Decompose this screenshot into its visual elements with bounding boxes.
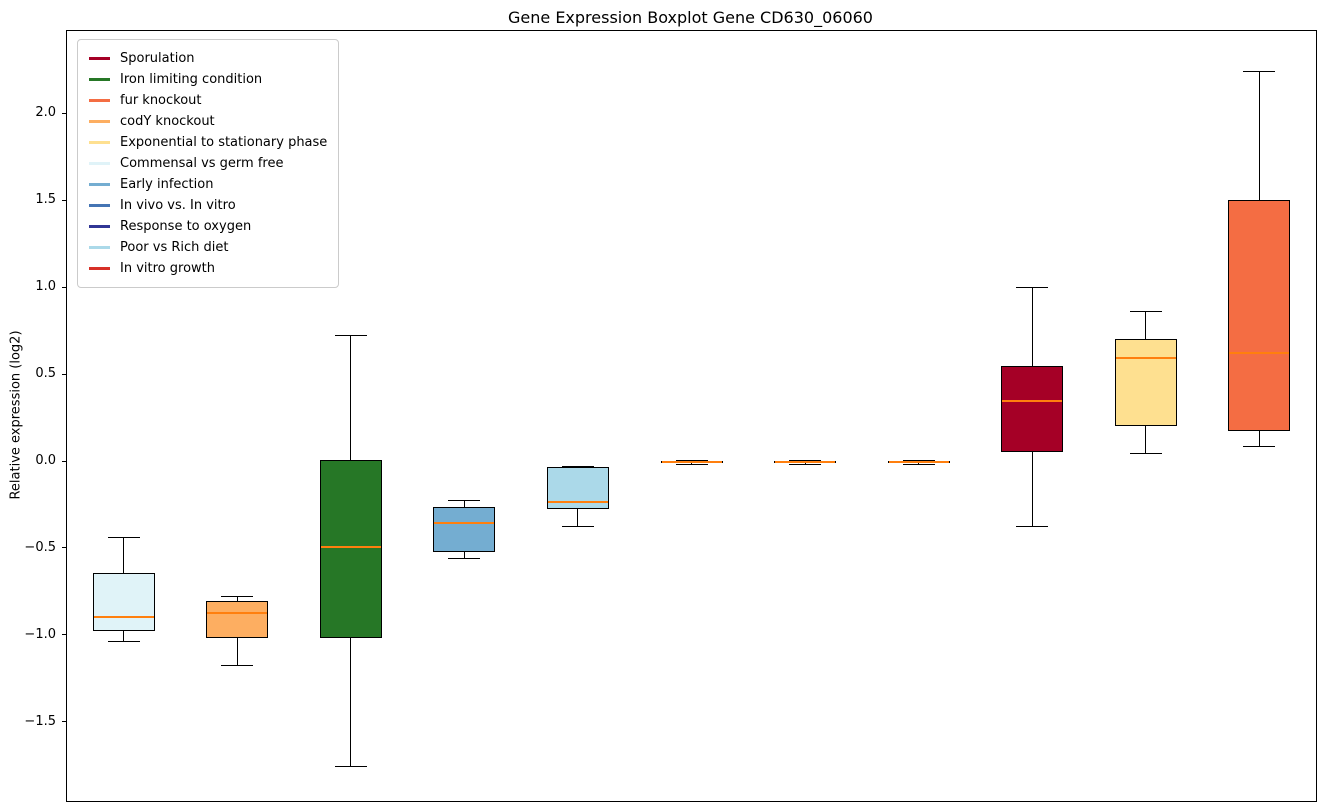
median-line-early-infection	[434, 521, 495, 524]
whisker-cap-top-in-vitro-growth	[902, 460, 935, 462]
legend-item-exponential-to-stationary-phase: Exponential to stationary phase	[89, 132, 327, 153]
median-line-response-to-oxygen	[775, 461, 836, 464]
median-line-in-vitro-growth	[888, 461, 949, 464]
whisker-cap-bottom-response-to-oxygen	[789, 463, 822, 465]
box-commensal-vs-germ-free	[92, 573, 155, 631]
box-early-infection	[433, 507, 496, 553]
median-line-in-vivo-vs-in-vitro	[661, 461, 722, 464]
legend-swatch-early-infection	[89, 183, 110, 186]
legend-swatch-exponential-to-stationary-phase	[89, 141, 110, 144]
plot-area: Sporulation Iron limiting condition fur kn…	[66, 30, 1317, 802]
median-line-poor-vs-rich-diet	[547, 501, 608, 504]
whisker-cap-bottom-commensal-vs-germ-free	[107, 641, 140, 643]
legend-swatch-commensal-vs-germ-free	[89, 162, 110, 165]
whisker-cap-top-fur-knockout	[1243, 70, 1276, 72]
median-line-sporulation	[1002, 400, 1063, 403]
y-tick-label: −1.5	[24, 713, 56, 729]
whisker-cap-top-response-to-oxygen	[789, 460, 822, 462]
legend-swatch-iron-limiting-condition	[89, 78, 110, 81]
legend-item-in-vivo-vs-in-vitro: In vivo vs. In vitro	[89, 195, 327, 216]
whisker-cap-bottom-early-infection	[448, 557, 481, 559]
whisker-cap-top-in-vivo-vs-in-vitro	[675, 460, 708, 462]
legend-swatch-response-to-oxygen	[89, 225, 110, 228]
whisker-cap-top-commensal-vs-germ-free	[107, 536, 140, 538]
legend-label: fur knockout	[120, 93, 202, 108]
legend-swatch-cody-knockout	[89, 120, 110, 123]
y-axis-label: Relative expression (log2)	[8, 330, 24, 500]
whisker-cap-bottom-poor-vs-rich-diet	[561, 526, 594, 528]
y-tick-label: −1.0	[24, 626, 56, 642]
y-tick-mark	[62, 373, 66, 375]
legend-label: codY knockout	[120, 114, 215, 129]
box-fur-knockout	[1228, 199, 1291, 431]
legend-label: Exponential to stationary phase	[120, 135, 328, 150]
y-tick-mark	[62, 721, 66, 723]
whisker-cap-top-cody-knockout	[221, 595, 254, 597]
legend-swatch-sporulation	[89, 57, 110, 60]
chart-title: Gene Expression Boxplot Gene CD630_06060	[508, 8, 873, 27]
whisker-cap-bottom-in-vitro-growth	[902, 463, 935, 465]
y-tick-mark	[62, 547, 66, 549]
whisker-cap-bottom-sporulation	[1016, 526, 1049, 528]
median-line-fur-knockout	[1229, 351, 1290, 354]
legend-swatch-fur-knockout	[89, 99, 110, 102]
box-iron-limiting-condition	[319, 460, 382, 638]
y-tick-label: 0.5	[35, 366, 56, 382]
legend-label: Early infection	[120, 177, 214, 192]
legend-label: Response to oxygen	[120, 219, 252, 234]
median-line-iron-limiting-condition	[320, 546, 381, 549]
legend-item-early-infection: Early infection	[89, 174, 327, 195]
legend-label: In vivo vs. In vitro	[120, 198, 236, 213]
legend-label: Sporulation	[120, 51, 195, 66]
legend-item-cody-knockout: codY knockout	[89, 111, 327, 132]
legend-label: Commensal vs germ free	[120, 156, 284, 171]
box-exponential-to-stationary-phase	[1114, 338, 1177, 426]
legend-swatch-poor-vs-rich-diet	[89, 246, 110, 249]
whisker-cap-bottom-in-vivo-vs-in-vitro	[675, 463, 708, 465]
legend-item-in-vitro-growth: In vitro growth	[89, 258, 327, 279]
y-tick-label: 0.0	[35, 453, 56, 469]
legend-item-sporulation: Sporulation	[89, 48, 327, 69]
median-line-commensal-vs-germ-free	[93, 615, 154, 618]
legend: Sporulation Iron limiting condition fur kn…	[77, 39, 340, 288]
whisker-cap-top-early-infection	[448, 500, 481, 502]
y-tick-mark	[62, 286, 66, 288]
y-tick-mark	[62, 199, 66, 201]
median-line-cody-knockout	[207, 612, 268, 615]
whisker-cap-top-sporulation	[1016, 286, 1049, 288]
legend-label: In vitro growth	[120, 261, 215, 276]
box-cody-knockout	[206, 601, 269, 638]
y-tick-label: 1.5	[35, 192, 56, 208]
y-tick-mark	[62, 460, 66, 462]
legend-item-response-to-oxygen: Response to oxygen	[89, 216, 327, 237]
legend-label: Iron limiting condition	[120, 72, 263, 87]
y-tick-label: −0.5	[24, 539, 56, 555]
whisker-cap-top-iron-limiting-condition	[334, 335, 367, 337]
box-sporulation	[1001, 366, 1064, 452]
whisker-cap-top-exponential-to-stationary-phase	[1129, 310, 1162, 312]
legend-item-iron-limiting-condition: Iron limiting condition	[89, 69, 327, 90]
legend-label: Poor vs Rich diet	[120, 240, 229, 255]
y-tick-mark	[62, 634, 66, 636]
legend-item-commensal-vs-germ-free: Commensal vs germ free	[89, 153, 327, 174]
whisker-cap-bottom-exponential-to-stationary-phase	[1129, 453, 1162, 455]
whisker-cap-bottom-fur-knockout	[1243, 446, 1276, 448]
legend-item-poor-vs-rich-diet: Poor vs Rich diet	[89, 237, 327, 258]
y-tick-label: 1.0	[35, 279, 56, 295]
legend-swatch-in-vitro-growth	[89, 267, 110, 270]
whisker-cap-bottom-cody-knockout	[221, 665, 254, 667]
legend-swatch-in-vivo-vs-in-vitro	[89, 204, 110, 207]
median-line-exponential-to-stationary-phase	[1115, 356, 1176, 359]
legend-item-fur-knockout: fur knockout	[89, 90, 327, 111]
y-tick-label: 2.0	[35, 105, 56, 121]
whisker-cap-bottom-iron-limiting-condition	[334, 766, 367, 768]
whisker-cap-top-poor-vs-rich-diet	[561, 465, 594, 467]
y-tick-mark	[62, 112, 66, 114]
